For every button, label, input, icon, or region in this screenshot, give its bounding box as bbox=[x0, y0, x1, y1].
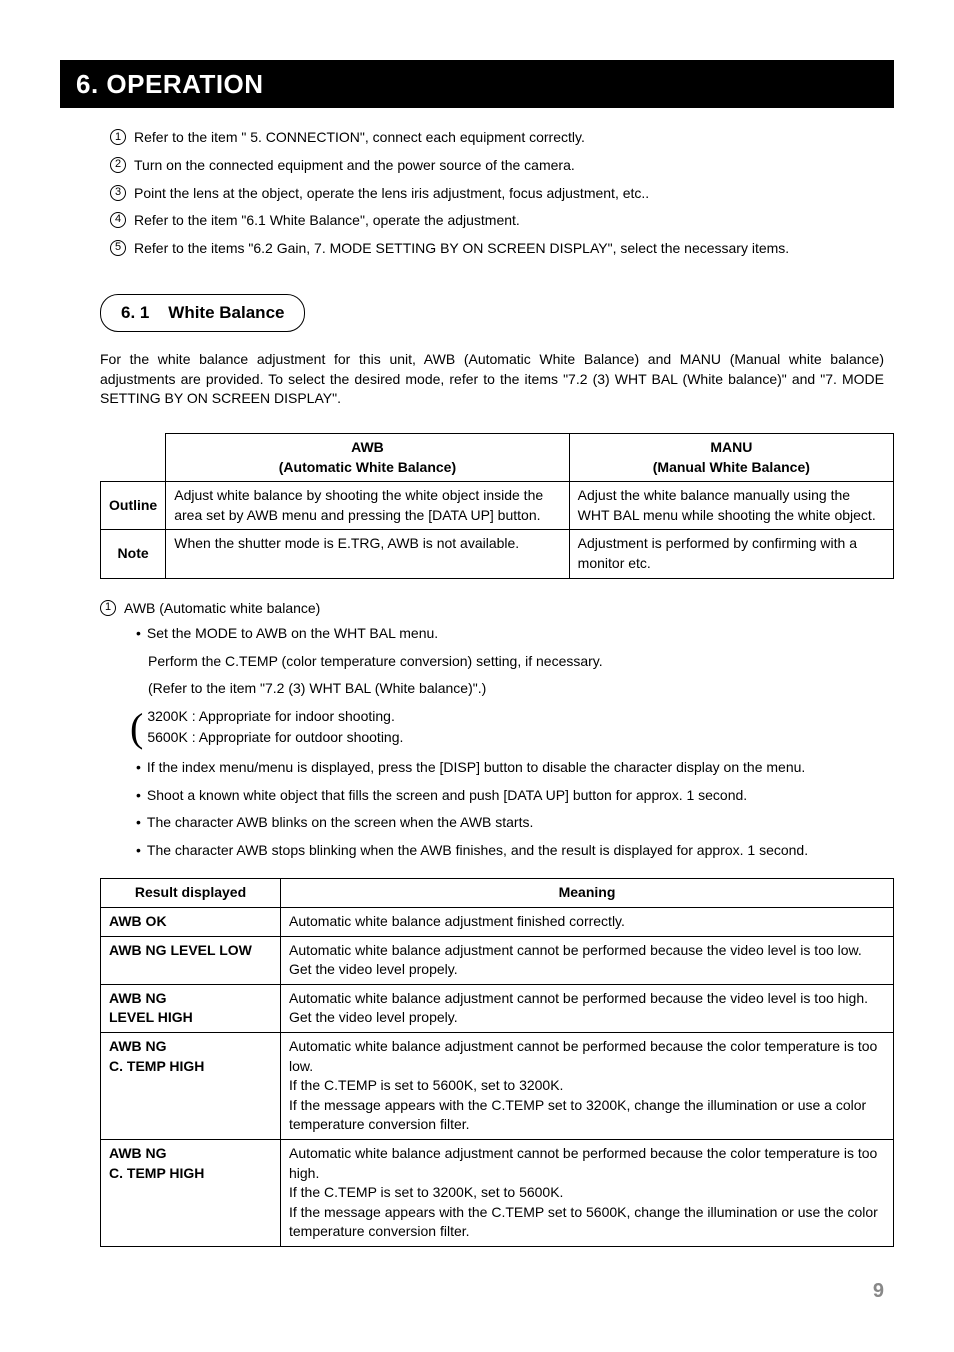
k3200-text: 3200K : Appropriate for indoor shooting. bbox=[147, 707, 403, 727]
step-number-icon: 3 bbox=[110, 185, 126, 201]
bullet-text: Shoot a known white object that fills th… bbox=[147, 786, 747, 806]
awb-header: AWB (Automatic White Balance) bbox=[166, 433, 569, 481]
k5600-text: 5600K : Appropriate for outdoor shooting… bbox=[147, 728, 403, 748]
meaning-cell: Automatic white balance adjustment finis… bbox=[281, 908, 894, 937]
result-cell: AWB NG C. TEMP HIGH bbox=[101, 1139, 281, 1246]
bullet-item: • Shoot a known white object that fills … bbox=[136, 786, 894, 806]
empty-header bbox=[101, 433, 166, 481]
awb-sub-bullets: • Set the MODE to AWB on the WHT BAL men… bbox=[100, 624, 894, 699]
section-number: 6. bbox=[76, 69, 99, 99]
table-row: AWB NG C. TEMP HIGH Automatic white bala… bbox=[101, 1033, 894, 1140]
meaning-cell: Automatic white balance adjustment canno… bbox=[281, 984, 894, 1032]
results-header-result: Result displayed bbox=[101, 879, 281, 908]
result-cell: AWB NG LEVEL HIGH bbox=[101, 984, 281, 1032]
step-item: 5 Refer to the items "6.2 Gain, 7. MODE … bbox=[110, 239, 894, 259]
brace-block: ( 3200K : Appropriate for indoor shootin… bbox=[130, 707, 894, 750]
table-row: Note When the shutter mode is E.TRG, AWB… bbox=[101, 530, 894, 578]
meaning-cell: Automatic white balance adjustment canno… bbox=[281, 1033, 894, 1140]
awb-detail-title: AWB (Automatic white balance) bbox=[124, 599, 320, 619]
step-text: Point the lens at the object, operate th… bbox=[134, 184, 649, 204]
bullet-item: • The character AWB stops blinking when … bbox=[136, 841, 894, 861]
awb-detail-head: 1 AWB (Automatic white balance) bbox=[100, 599, 894, 619]
step-text: Refer to the items "6.2 Gain, 7. MODE SE… bbox=[134, 239, 789, 259]
manu-header: MANU (Manual White Balance) bbox=[569, 433, 893, 481]
awb-refer-text: (Refer to the item "7.2 (3) WHT BAL (Whi… bbox=[136, 679, 894, 699]
subsection-heading: 6. 1 White Balance bbox=[100, 294, 305, 332]
table-row: AWB NG LEVEL LOW Automatic white balance… bbox=[101, 936, 894, 984]
section-header: 6. OPERATION bbox=[60, 60, 894, 108]
step-number-icon: 1 bbox=[110, 129, 126, 145]
step-number-icon: 5 bbox=[110, 240, 126, 256]
bullet-text: If the index menu/menu is displayed, pre… bbox=[147, 758, 805, 778]
subsection-number: 6. 1 bbox=[121, 303, 149, 322]
bullet-item: • Set the MODE to AWB on the WHT BAL men… bbox=[136, 624, 894, 644]
bullet-text: Set the MODE to AWB on the WHT BAL menu. bbox=[147, 624, 438, 644]
step-number-icon: 2 bbox=[110, 157, 126, 173]
step-text: Refer to the item "6.1 White Balance", o… bbox=[134, 211, 520, 231]
bullet-text: The character AWB blinks on the screen w… bbox=[147, 813, 533, 833]
table-row: AWB OK Automatic white balance adjustmen… bbox=[101, 908, 894, 937]
table-row: Outline Adjust white balance by shooting… bbox=[101, 482, 894, 530]
cell-manu-note: Adjustment is performed by confirming wi… bbox=[569, 530, 893, 578]
awb-sub-bullets-2: • If the index menu/menu is displayed, p… bbox=[100, 758, 894, 860]
operation-steps-list: 1 Refer to the item " 5. CONNECTION", co… bbox=[60, 128, 894, 258]
table-row: AWB NG LEVEL HIGH Automatic white balanc… bbox=[101, 984, 894, 1032]
brace-icon: ( bbox=[130, 710, 143, 746]
intro-paragraph: For the white balance adjustment for thi… bbox=[100, 350, 884, 409]
result-cell: AWB OK bbox=[101, 908, 281, 937]
awb-perform-text: Perform the C.TEMP (color temperature co… bbox=[136, 652, 894, 672]
bullet-icon: • bbox=[136, 786, 141, 806]
awb-header-sub: (Automatic White Balance) bbox=[174, 458, 560, 478]
awb-detail-block: 1 AWB (Automatic white balance) • Set th… bbox=[100, 599, 894, 861]
step-text: Turn on the connected equipment and the … bbox=[134, 156, 575, 176]
awb-header-title: AWB bbox=[174, 438, 560, 458]
white-balance-table: AWB (Automatic White Balance) MANU (Manu… bbox=[100, 433, 894, 579]
meaning-cell: Automatic white balance adjustment canno… bbox=[281, 1139, 894, 1246]
step-item: 3 Point the lens at the object, operate … bbox=[110, 184, 894, 204]
bullet-text: The character AWB stops blinking when th… bbox=[147, 841, 808, 861]
row-label: Note bbox=[101, 530, 166, 578]
step-item: 1 Refer to the item " 5. CONNECTION", co… bbox=[110, 128, 894, 148]
meaning-cell: Automatic white balance adjustment canno… bbox=[281, 936, 894, 984]
subsection-title: White Balance bbox=[168, 303, 284, 322]
result-cell: AWB NG C. TEMP HIGH bbox=[101, 1033, 281, 1140]
bullet-item: • The character AWB blinks on the screen… bbox=[136, 813, 894, 833]
result-cell: AWB NG LEVEL LOW bbox=[101, 936, 281, 984]
bullet-icon: • bbox=[136, 758, 141, 778]
cell-awb-note: When the shutter mode is E.TRG, AWB is n… bbox=[166, 530, 569, 578]
step-number-icon: 4 bbox=[110, 212, 126, 228]
subsection-heading-wrap: 6. 1 White Balance bbox=[100, 294, 894, 332]
step-text: Refer to the item " 5. CONNECTION", conn… bbox=[134, 128, 585, 148]
row-label: Outline bbox=[101, 482, 166, 530]
section-title: OPERATION bbox=[106, 69, 263, 99]
results-header-meaning: Meaning bbox=[281, 879, 894, 908]
manu-header-title: MANU bbox=[578, 438, 885, 458]
bullet-icon: • bbox=[136, 841, 141, 861]
manu-header-sub: (Manual White Balance) bbox=[578, 458, 885, 478]
cell-awb-outline: Adjust white balance by shooting the whi… bbox=[166, 482, 569, 530]
results-table: Result displayed Meaning AWB OK Automati… bbox=[100, 878, 894, 1247]
step-number-icon: 1 bbox=[100, 600, 116, 616]
page-number: 9 bbox=[60, 1277, 894, 1305]
step-item: 4 Refer to the item "6.1 White Balance",… bbox=[110, 211, 894, 231]
table-row: AWB NG C. TEMP HIGH Automatic white bala… bbox=[101, 1139, 894, 1246]
bullet-icon: • bbox=[136, 624, 141, 644]
step-item: 2 Turn on the connected equipment and th… bbox=[110, 156, 894, 176]
cell-manu-outline: Adjust the white balance manually using … bbox=[569, 482, 893, 530]
bullet-item: • If the index menu/menu is displayed, p… bbox=[136, 758, 894, 778]
bullet-icon: • bbox=[136, 813, 141, 833]
brace-content: 3200K : Appropriate for indoor shooting.… bbox=[147, 707, 403, 750]
